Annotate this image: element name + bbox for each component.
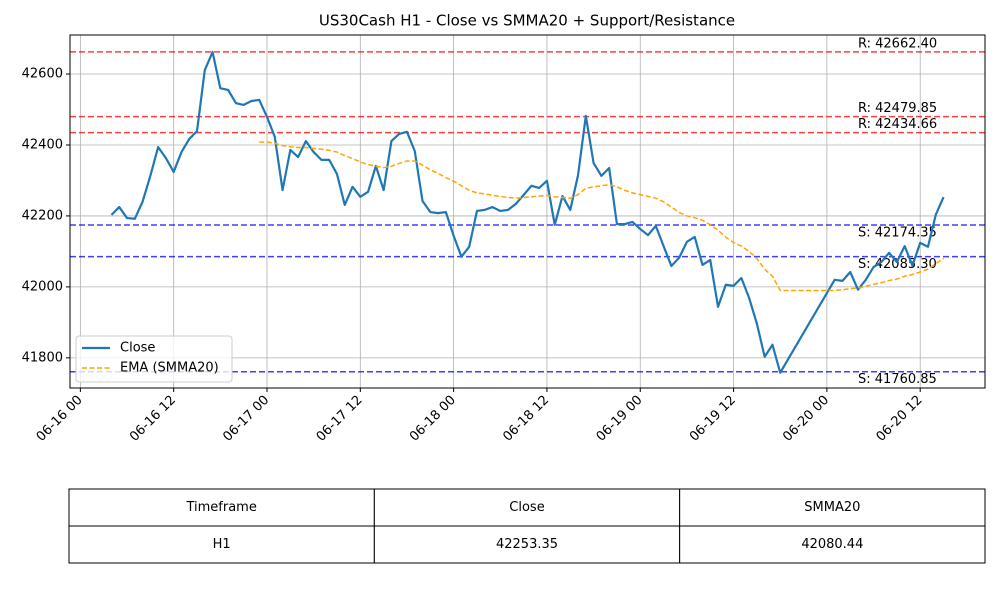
table-cell-text: H1 <box>213 537 231 552</box>
support-label: S: 41760.85 <box>858 372 937 387</box>
x-tick-label: 06-16 00 <box>34 393 86 445</box>
legend-label: EMA (SMMA20) <box>120 361 219 376</box>
x-tick-label: 06-16 12 <box>127 393 179 445</box>
table-cell <box>68 525 375 564</box>
x-tick-label: 06-20 00 <box>780 393 832 445</box>
series-line <box>259 141 944 292</box>
y-tick-label: 41800 <box>22 350 63 365</box>
x-tick-label: 06-18 12 <box>500 393 552 445</box>
table-header: Close <box>509 500 544 515</box>
resistance-label: R: 42434.66 <box>858 117 937 132</box>
x-tick-label: 06-19 12 <box>687 393 739 445</box>
y-tick-label: 42400 <box>22 137 63 152</box>
x-tick-label: 06-18 00 <box>407 393 459 445</box>
plot-frame <box>69 34 986 389</box>
y-tick-label: 42000 <box>22 279 63 294</box>
legend-label: Close <box>120 341 155 356</box>
support-label: S: 42174.35 <box>858 226 937 241</box>
table-cell-text: 42080.44 <box>801 537 863 552</box>
legend-box <box>75 335 233 383</box>
chart-title: US30Cash H1 - Close vs SMMA20 + Support/… <box>319 12 735 30</box>
y-tick-label: 42200 <box>22 208 63 223</box>
resistance-label: R: 42479.85 <box>858 101 937 116</box>
table-cell <box>679 525 986 564</box>
table-cell-text: 42253.35 <box>496 537 558 552</box>
x-tick-label: 06-17 12 <box>314 393 366 445</box>
series-line <box>110 50 945 374</box>
y-tick-label: 42600 <box>22 67 63 82</box>
resistance-label: R: 42662.40 <box>858 36 937 51</box>
support-label: S: 42085.30 <box>858 257 937 272</box>
x-tick-label: 06-19 00 <box>594 393 646 445</box>
x-tick-label: 06-17 00 <box>220 393 272 445</box>
table-cell <box>679 488 986 527</box>
table-header: Timeframe <box>185 500 256 515</box>
x-tick-label: 06-20 12 <box>874 393 926 445</box>
table-cell <box>373 525 681 564</box>
table-header: SMMA20 <box>804 500 860 515</box>
